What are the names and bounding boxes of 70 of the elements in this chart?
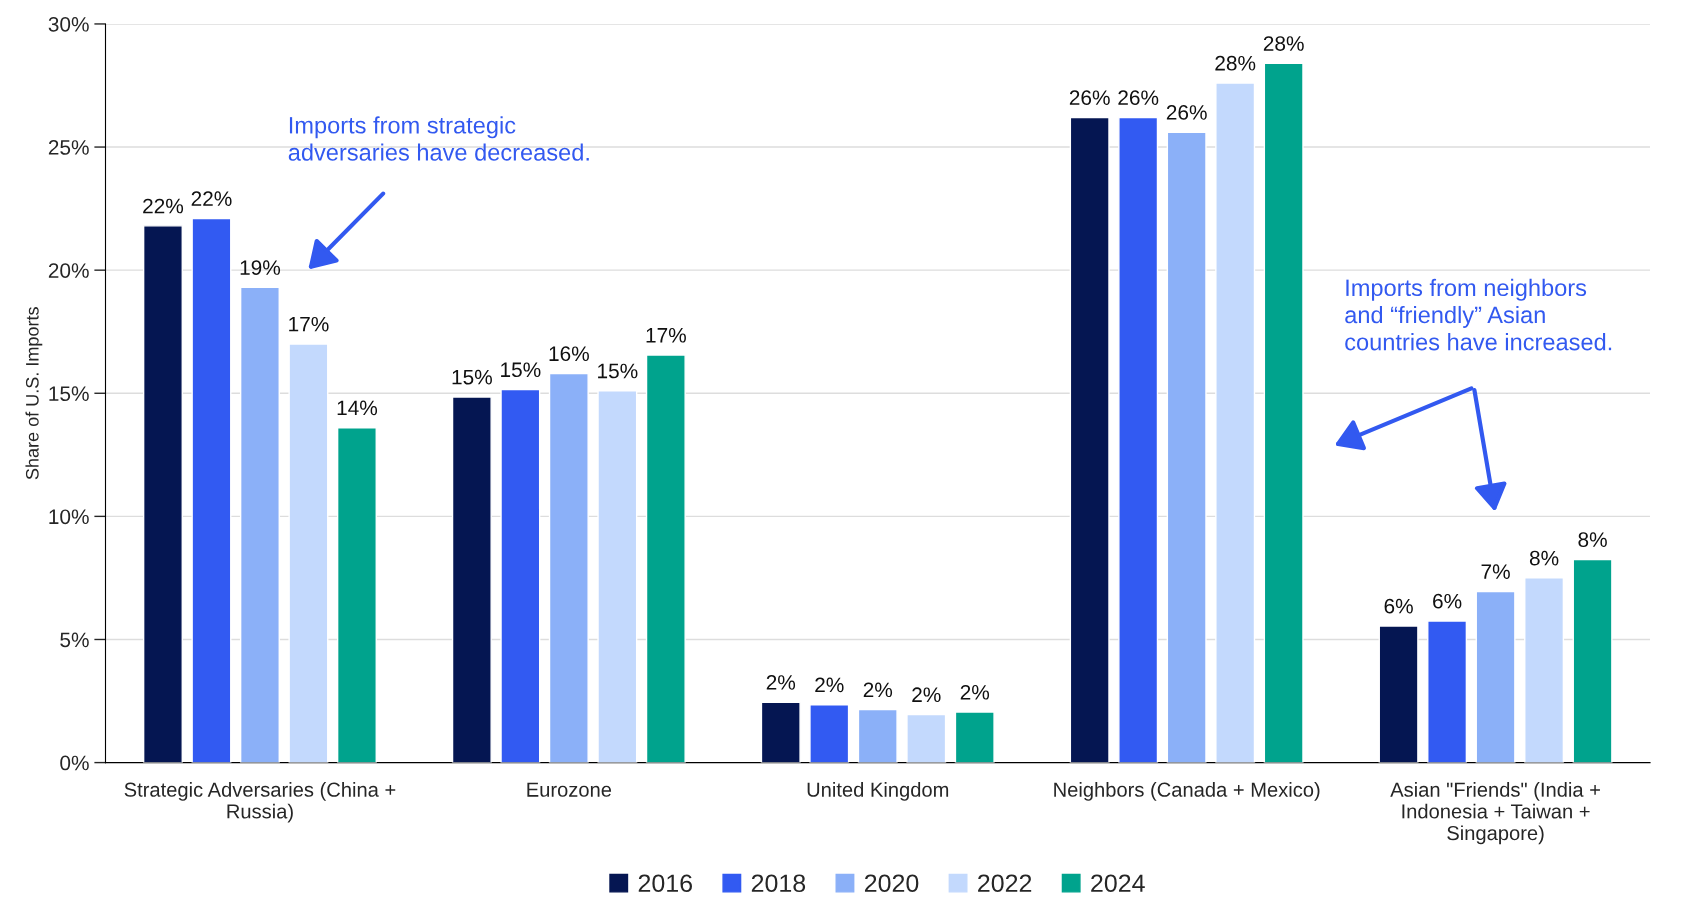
y-tick-label: 10% [49, 509, 89, 525]
data-label: 17% [646, 327, 686, 343]
legend-label: 2022 [978, 874, 1032, 893]
bar [1215, 82, 1256, 763]
x-tick-label: Asian "Friends" (India + Indonesia + Taiwan + Singapore) [1390, 782, 1600, 845]
data-label: 26% [1166, 105, 1207, 120]
data-label: 14% [337, 400, 378, 416]
data-label: 26% [1118, 90, 1159, 106]
bar [1118, 116, 1159, 763]
data-label: 15% [598, 363, 638, 379]
bar [1475, 590, 1516, 763]
data-label: 2% [815, 677, 844, 693]
bar [1572, 558, 1613, 763]
bar [1166, 131, 1207, 763]
data-label: 6% [1433, 593, 1462, 609]
legend-label: 2020 [864, 874, 919, 893]
bar [1069, 116, 1110, 763]
annotation: Imports from strategic adversaries have decreased. [288, 116, 589, 161]
data-label: 16% [549, 346, 589, 362]
data-label: 26% [1069, 90, 1110, 106]
bar [645, 354, 686, 763]
bar [142, 225, 183, 763]
bar [857, 708, 898, 763]
bar [1263, 62, 1304, 763]
bar [809, 704, 850, 763]
bar [1378, 625, 1419, 763]
data-label: 15% [452, 369, 492, 385]
bar [191, 217, 232, 763]
y-tick-label: 20% [48, 263, 89, 278]
bar [451, 396, 492, 763]
y-axis-title: Share of U.S. Imports [25, 307, 43, 480]
bar [548, 372, 589, 763]
data-label: 19% [240, 260, 281, 275]
data-label: 2% [766, 675, 796, 690]
bar [239, 286, 280, 763]
data-label: 22% [191, 191, 232, 206]
x-tick-label: Strategic Adversaries (China + Russia) [124, 782, 396, 823]
legend-label: 2016 [638, 874, 692, 893]
data-label: 2% [863, 682, 893, 698]
y-tick-label: 15% [49, 386, 89, 402]
legend-label: 2024 [1091, 874, 1145, 893]
x-tick-label: Neighbors (Canada + Mexico) [1054, 782, 1320, 801]
data-label: 6% [1384, 598, 1413, 614]
bar [906, 713, 947, 763]
data-label: 8% [1529, 550, 1559, 566]
bar [760, 701, 801, 763]
y-tick-label: 30% [48, 16, 89, 32]
data-label: 8% [1578, 532, 1607, 548]
data-label: 2% [912, 687, 941, 703]
y-tick-label: 0% [60, 755, 89, 771]
bar [336, 427, 377, 763]
bar [288, 343, 329, 763]
bar [1524, 577, 1565, 763]
data-label: 28% [1263, 36, 1304, 51]
data-label: 28% [1215, 55, 1256, 71]
legend-label: 2018 [751, 874, 806, 893]
data-label: 22% [143, 198, 184, 214]
bar [500, 388, 541, 763]
x-tick-label: Eurozone [527, 782, 612, 797]
annotation: Imports from neighbors and “friendly” Asian countries have increased. [1345, 278, 1612, 351]
y-tick-label: 5% [60, 632, 89, 648]
data-label: 2% [960, 684, 990, 700]
data-label: 15% [501, 362, 541, 378]
x-tick-label: United Kingdom [807, 782, 949, 801]
bar [597, 390, 638, 763]
data-label: 17% [289, 316, 329, 332]
bar [954, 711, 995, 763]
y-tick-label: 25% [48, 140, 89, 155]
bar [1427, 620, 1468, 763]
data-label: 7% [1481, 564, 1510, 579]
